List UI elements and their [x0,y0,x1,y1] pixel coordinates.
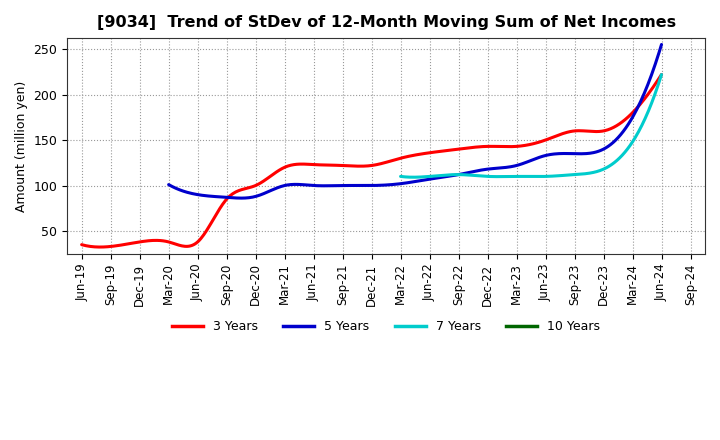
Legend: 3 Years, 5 Years, 7 Years, 10 Years: 3 Years, 5 Years, 7 Years, 10 Years [167,315,606,338]
Title: [9034]  Trend of StDev of 12-Month Moving Sum of Net Incomes: [9034] Trend of StDev of 12-Month Moving… [96,15,675,30]
Y-axis label: Amount (million yen): Amount (million yen) [15,81,28,212]
